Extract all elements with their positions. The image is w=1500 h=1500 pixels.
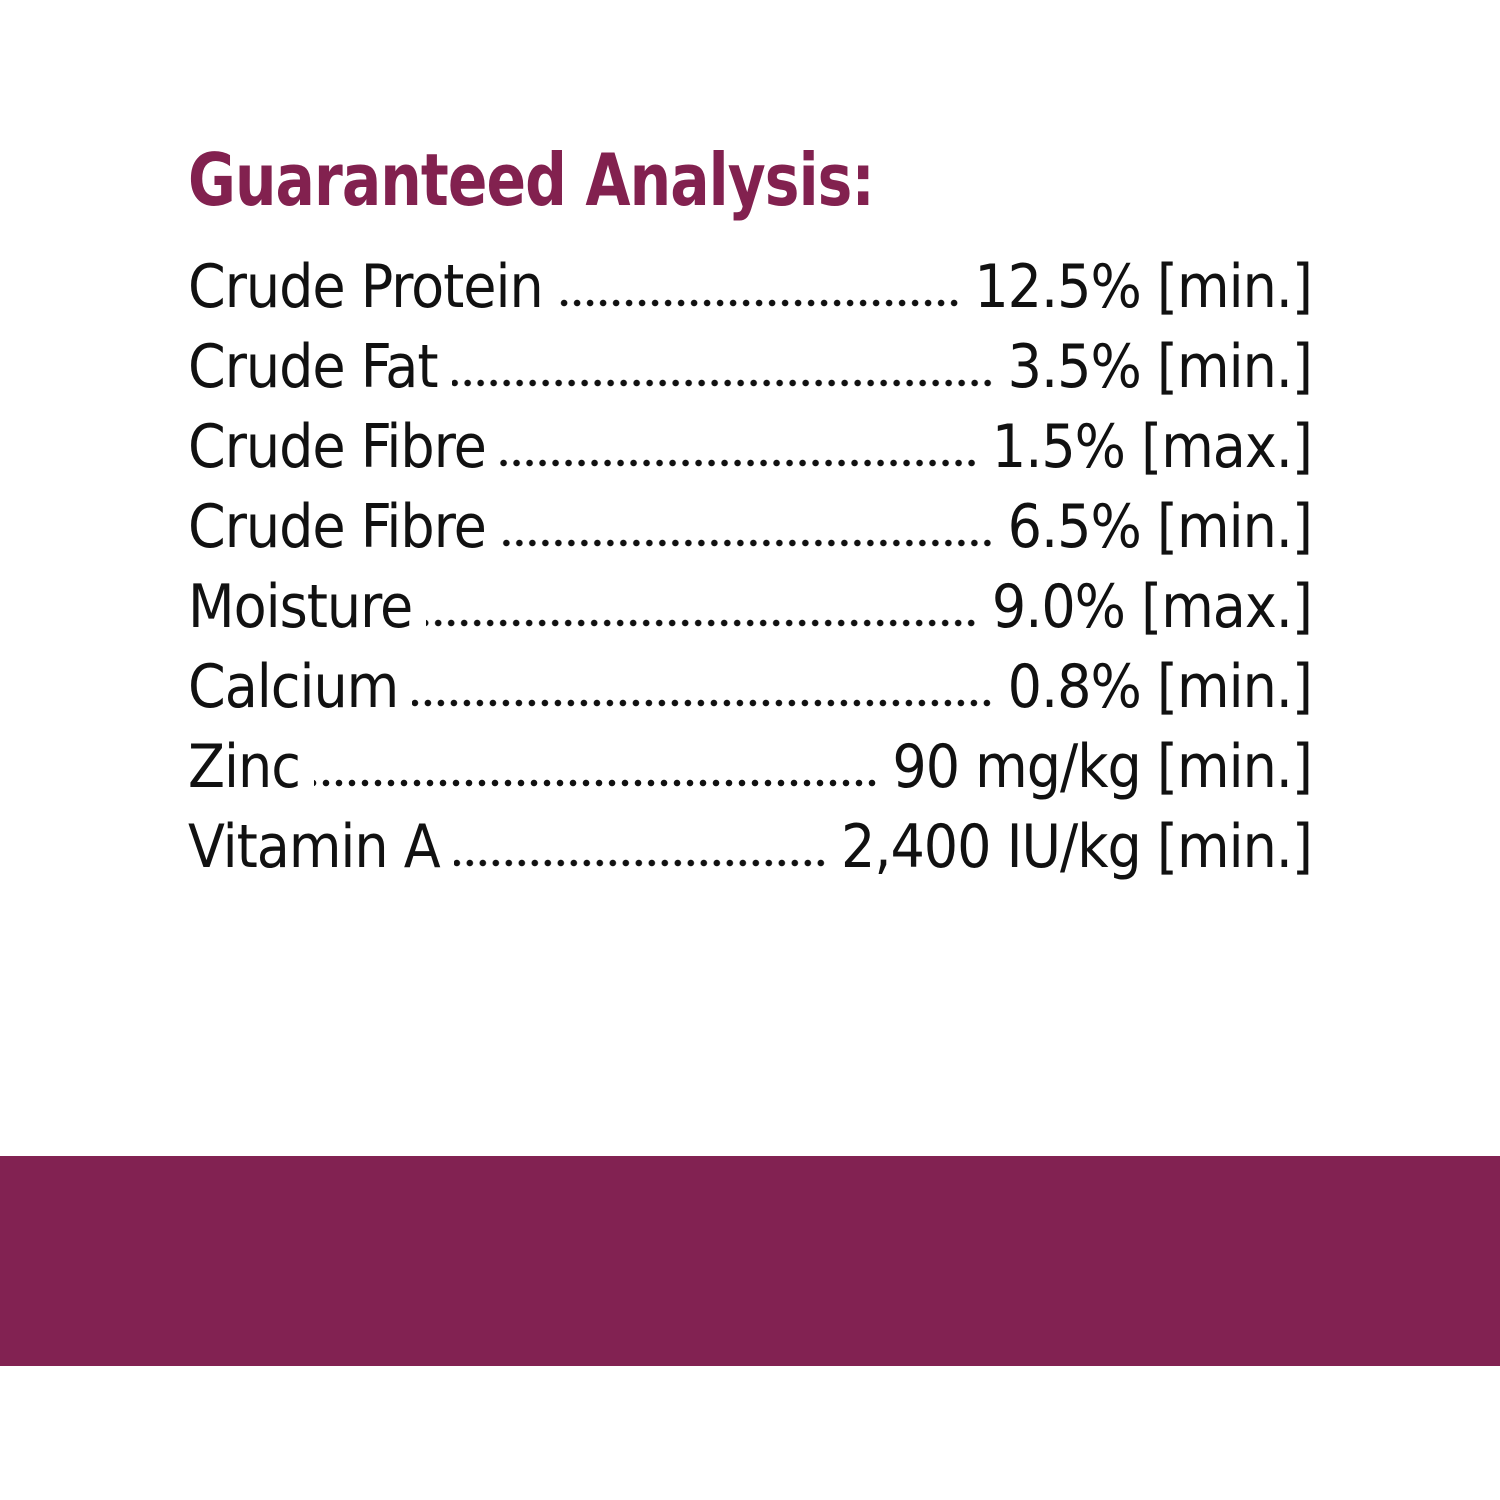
analysis-row: Zinc 90 mg/kg [min.] xyxy=(188,732,1313,812)
analysis-row: Crude Fibre 6.5% [min.] xyxy=(188,492,1313,572)
nutrient-label: Crude Fibre xyxy=(188,412,487,482)
analysis-row: Crude Fibre 1.5% [max.] xyxy=(188,412,1313,492)
nutrient-label: Zinc xyxy=(188,732,301,802)
dot-leader xyxy=(426,619,978,627)
nutrient-value: 12.5% [min.] xyxy=(974,252,1313,322)
dot-leader xyxy=(499,459,978,467)
nutrient-label: Calcium xyxy=(188,652,399,722)
footer-band xyxy=(0,1156,1500,1366)
nutrient-value: 2,400 IU/kg [min.] xyxy=(841,812,1313,882)
analysis-row: Crude Fat 3.5% [min.] xyxy=(188,332,1313,412)
nutrient-label: Crude Fibre xyxy=(188,492,487,562)
nutrient-value: 1.5% [max.] xyxy=(991,412,1313,482)
nutrient-label: Moisture xyxy=(188,572,413,642)
dot-leader xyxy=(451,379,994,387)
nutrient-label: Crude Fat xyxy=(188,332,439,402)
analysis-row: Vitamin A 2,400 IU/kg [min.] xyxy=(188,812,1313,892)
nutrient-value: 90 mg/kg [min.] xyxy=(892,732,1313,802)
nutrient-label: Vitamin A xyxy=(188,812,441,882)
title: Guaranteed Analysis: xyxy=(188,138,875,222)
nutrient-value: 9.0% [max.] xyxy=(991,572,1313,642)
nutrient-value: 6.5% [min.] xyxy=(1007,492,1313,562)
nutrient-value: 0.8% [min.] xyxy=(1007,652,1313,722)
dot-leader xyxy=(313,779,879,787)
dot-leader xyxy=(412,699,994,707)
analysis-table: Crude Protein 12.5% [min.] Crude Fat 3.5% [… xyxy=(188,252,1313,892)
dot-leader xyxy=(499,539,994,547)
dot-leader xyxy=(453,859,827,867)
analysis-row: Calcium 0.8% [min.] xyxy=(188,652,1313,732)
analysis-row: Moisture 9.0% [max.] xyxy=(188,572,1313,652)
nutrient-value: 3.5% [min.] xyxy=(1007,332,1313,402)
analysis-row: Crude Protein 12.5% [min.] xyxy=(188,252,1313,332)
dot-leader xyxy=(556,299,961,307)
nutrient-label: Crude Protein xyxy=(188,252,544,322)
